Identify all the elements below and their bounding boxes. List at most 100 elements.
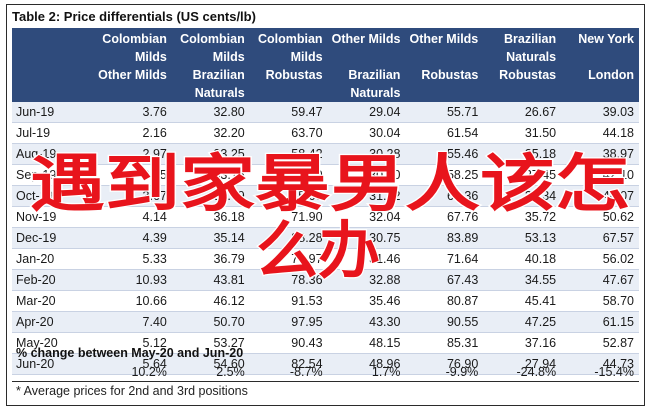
table-cell: 26.67 bbox=[483, 102, 562, 123]
pct-change-value: 2.5% bbox=[171, 364, 250, 382]
row-label: Aug-19 bbox=[12, 143, 95, 165]
table-cell: 55.46 bbox=[405, 143, 484, 165]
table-title: Table 2: Price differentials (US cents/l… bbox=[12, 9, 256, 24]
pct-change-value: 10.2% bbox=[94, 364, 172, 382]
column-header: Other Milds Robustas bbox=[405, 28, 484, 102]
table-cell: 67.43 bbox=[405, 269, 484, 291]
column-header-line: Other Milds bbox=[409, 32, 479, 46]
pct-change-label: % change between May-20 and Jun-20 bbox=[16, 346, 244, 360]
table-cell: 2.97 bbox=[94, 143, 172, 165]
table-cell: 5.33 bbox=[94, 248, 172, 270]
footnote: * Average prices for 2nd and 3rd positio… bbox=[16, 384, 248, 398]
column-header: Colombian Milds Brazilian Naturals bbox=[171, 28, 250, 102]
table-cell: 90.55 bbox=[405, 311, 484, 333]
row-label: Dec-19 bbox=[12, 227, 95, 249]
column-header-line bbox=[563, 48, 634, 66]
table-row: Sep-19 2.95 33.75 61.20 30.80 58.25 27.45 42.10 bbox=[12, 164, 639, 186]
table-cell: 31.02 bbox=[327, 185, 406, 207]
table-cell: 32.80 bbox=[171, 102, 250, 123]
table-cell: 80.87 bbox=[405, 290, 484, 312]
table-cell: 43.30 bbox=[327, 311, 406, 333]
row-label: Nov-19 bbox=[12, 206, 95, 228]
table-cell: 71.64 bbox=[405, 248, 484, 270]
table-cell: 46.12 bbox=[171, 290, 250, 312]
row-label: Feb-20 bbox=[12, 269, 95, 291]
table-cell: 30.34 bbox=[483, 185, 562, 207]
table-cell: 34.69 bbox=[171, 185, 250, 207]
table-cell: 48.15 bbox=[327, 332, 406, 354]
table-cell: 53.13 bbox=[483, 227, 562, 249]
table-cell: 29.04 bbox=[327, 102, 406, 123]
table-cell: 4.39 bbox=[94, 227, 172, 249]
table-cell: 4.14 bbox=[94, 206, 172, 228]
table-cell: 76.97 bbox=[249, 248, 328, 270]
table-cell: 2.16 bbox=[94, 122, 172, 144]
pct-change-value: -9.9% bbox=[405, 364, 484, 382]
column-header-line: Brazilian bbox=[192, 68, 245, 82]
table-cell: 65.03 bbox=[249, 185, 328, 207]
pct-change-value: -24.8% bbox=[483, 364, 562, 382]
column-header-line: Robustas bbox=[265, 68, 323, 82]
table-cell: 32.04 bbox=[327, 206, 406, 228]
column-header-line: Colombian bbox=[180, 32, 245, 46]
row-label: Sep-19 bbox=[12, 164, 95, 186]
table-cell: 45.41 bbox=[483, 290, 562, 312]
table-cell: 32.20 bbox=[171, 122, 250, 144]
table-cell: 53.27 bbox=[171, 332, 250, 354]
price-differentials-table: Colombian Milds Other Milds Colombian Milds… bbox=[12, 28, 639, 375]
table-cell: 30.28 bbox=[327, 143, 406, 165]
header-row: Colombian Milds Other Milds Colombian Milds… bbox=[12, 28, 639, 102]
column-header-line bbox=[330, 48, 401, 66]
table-row: Jan-20 5.33 36.79 76.97 31.46 71.64 40.18 56.02 bbox=[12, 248, 639, 270]
table-cell: 35.72 bbox=[483, 206, 562, 228]
row-label: May-20 bbox=[12, 332, 95, 354]
table-cell: 3.76 bbox=[94, 102, 172, 123]
pct-change-row: 10.2% 2.5% -8.7% 1.7% -9.9% -24.8% -15.4… bbox=[12, 364, 639, 382]
table-cell: 90.43 bbox=[249, 332, 328, 354]
table-cell: 58.42 bbox=[249, 143, 328, 165]
table-cell: 85.31 bbox=[405, 332, 484, 354]
table-cell: 63.70 bbox=[249, 122, 328, 144]
table-cell: 97.95 bbox=[249, 311, 328, 333]
table-cell: 25.18 bbox=[483, 143, 562, 165]
table-cell: 27.45 bbox=[483, 164, 562, 186]
table-cell: 61.36 bbox=[405, 185, 484, 207]
table-cell: 83.89 bbox=[405, 227, 484, 249]
table-cell: 30.04 bbox=[327, 122, 406, 144]
column-header: New York London bbox=[561, 28, 639, 102]
column-header-line: Brazilian bbox=[504, 32, 557, 46]
header-stub bbox=[12, 28, 95, 102]
table-row: Feb-20 10.93 43.81 78.36 32.88 67.43 34.55 47.6… bbox=[12, 269, 639, 291]
table-cell: 44.18 bbox=[561, 122, 639, 144]
column-header-line: Robustas bbox=[421, 68, 479, 82]
pct-change-value: -15.4% bbox=[561, 364, 639, 382]
row-label: Oct-19 bbox=[12, 185, 95, 207]
table-cell: 67.57 bbox=[561, 227, 639, 249]
table-cell: 47.67 bbox=[561, 269, 639, 291]
table-row: Aug-19 2.97 33.25 58.42 30.28 55.46 25.18 38.97 bbox=[12, 143, 639, 165]
table-cell: 33.75 bbox=[171, 164, 250, 186]
column-header-line: Naturals bbox=[194, 86, 245, 100]
column-header-line: Brazilian bbox=[348, 68, 401, 82]
column-header-line: Naturals bbox=[506, 50, 557, 64]
table-cell: 34.55 bbox=[483, 269, 562, 291]
table-cell: 40.18 bbox=[483, 248, 562, 270]
table-cell: 5.12 bbox=[94, 332, 172, 354]
column-header-line: Robustas bbox=[499, 68, 557, 82]
table-row: Apr-20 7.40 50.70 97.95 43.30 90.55 47.25 61.15 bbox=[12, 311, 639, 333]
column-header: Colombian Milds Other Milds bbox=[94, 28, 172, 102]
column-header: Other Milds Brazilian Naturals bbox=[327, 28, 406, 102]
row-label: Jun-19 bbox=[12, 102, 95, 123]
table-cell: 47.25 bbox=[483, 311, 562, 333]
table-cell: 32.88 bbox=[327, 269, 406, 291]
column-header-line: Colombian bbox=[102, 32, 167, 46]
column-header-line: Naturals bbox=[350, 86, 401, 100]
table-cell: 43.81 bbox=[171, 269, 250, 291]
table-cell: 44.07 bbox=[561, 185, 639, 207]
pct-change-value: 1.7% bbox=[327, 364, 406, 382]
table-cell: 61.54 bbox=[405, 122, 484, 144]
table-cell: 88.28 bbox=[249, 227, 328, 249]
column-header-line: Other Milds bbox=[331, 32, 401, 46]
table-cell: 67.76 bbox=[405, 206, 484, 228]
table-body: Jun-19 3.76 32.80 59.47 29.04 55.71 26.67 39.03… bbox=[12, 102, 639, 375]
